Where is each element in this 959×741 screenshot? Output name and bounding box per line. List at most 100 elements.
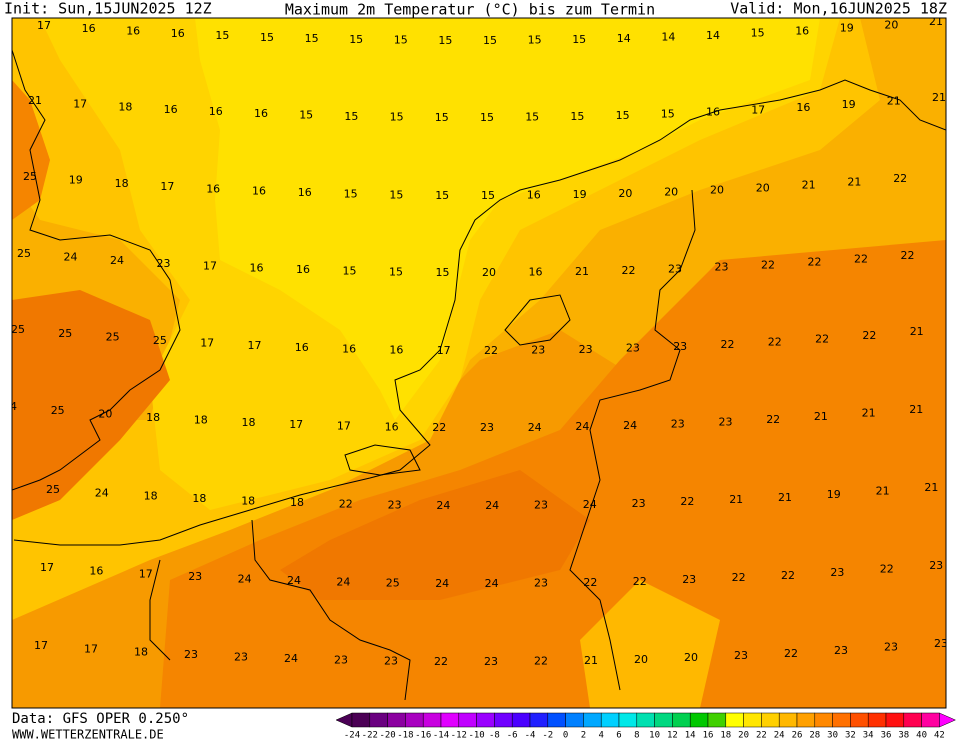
temperature-value: 20 <box>618 187 632 200</box>
temperature-value: 23 <box>534 577 548 590</box>
temperature-value: 18 <box>192 492 206 505</box>
legend-tick-label: 26 <box>792 731 803 741</box>
temperature-value: 20 <box>664 185 678 198</box>
temperature-value: 15 <box>483 34 497 47</box>
temperature-value: 17 <box>139 567 153 580</box>
temperature-value: 15 <box>480 111 494 124</box>
temperature-value: 19 <box>573 188 587 201</box>
temperature-value: 22 <box>534 655 548 668</box>
legend-swatch <box>654 712 673 728</box>
legend-swatch <box>885 712 905 728</box>
temperature-value: 23 <box>671 417 685 430</box>
temperature-value: 23 <box>632 497 646 510</box>
legend-tick-label: 18 <box>720 731 731 741</box>
legend-tick-label: -16 <box>415 731 431 741</box>
temperature-value: 21 <box>814 410 828 423</box>
temperature-value: 23 <box>715 261 729 274</box>
temperature-value: 21 <box>847 175 861 188</box>
temperature-value: 24 <box>238 572 252 585</box>
temperature-value: 17 <box>160 180 174 193</box>
legend-swatch <box>405 712 424 728</box>
legend-tick-label: 12 <box>667 731 678 741</box>
temperature-value: 24 <box>64 251 78 264</box>
temperature-value: 15 <box>394 34 408 47</box>
temperature-value: 15 <box>260 31 274 44</box>
legend-tick-label: 30 <box>827 731 838 741</box>
legend-swatch <box>351 712 371 728</box>
temperature-value: 16 <box>796 101 810 114</box>
temperature-value: 23 <box>157 257 171 270</box>
temperature-value: 15 <box>570 110 584 123</box>
temperature-value: 23 <box>734 649 748 662</box>
temperature-value: 19 <box>69 174 83 187</box>
temperature-value: 16 <box>706 106 720 119</box>
temperature-value: 23 <box>534 499 548 512</box>
temperature-value: 18 <box>194 414 208 427</box>
legend-tick-label: 2 <box>581 731 586 741</box>
temperature-value: 17 <box>40 561 54 574</box>
legend-swatch <box>529 712 549 728</box>
temperature-value: 22 <box>808 256 822 269</box>
temperature-value: 15 <box>305 32 319 45</box>
temperature-value: 15 <box>661 107 675 120</box>
temperature-value: 23 <box>668 262 682 275</box>
temperature-value: 14 <box>706 29 720 42</box>
legend-tick-label: 32 <box>845 731 856 741</box>
valid-text: Valid: Mon,16JUN2025 18Z <box>730 0 947 18</box>
legend-swatch <box>618 712 638 728</box>
temperature-value: 15 <box>616 109 630 122</box>
temperature-value: 23 <box>334 653 348 666</box>
temperature-value: 18 <box>144 489 158 502</box>
temperature-value: 23 <box>626 342 640 355</box>
legend-tick-label: 4 <box>598 731 603 741</box>
temperature-value: 16 <box>295 341 309 354</box>
temperature-value: 22 <box>432 421 446 434</box>
temperature-value: 19 <box>827 488 841 501</box>
temperature-value: 15 <box>349 33 363 46</box>
temperature-value: 16 <box>209 105 223 118</box>
temperature-value: 15 <box>525 111 539 124</box>
legend-swatch <box>743 712 762 728</box>
temperature-value: 24 <box>336 575 350 588</box>
temperature-value: 15 <box>436 266 450 279</box>
legend-tick-label: -4 <box>525 731 536 741</box>
temperature-value: 15 <box>299 109 313 122</box>
temperature-value: 15 <box>435 111 449 124</box>
temperature-value: 22 <box>633 575 647 588</box>
temperature-value: 25 <box>153 334 167 347</box>
legend-swatch <box>494 712 513 728</box>
legend-tick-label: -2 <box>542 731 553 741</box>
temperature-value: 22 <box>434 655 448 668</box>
legend-tick-label: 6 <box>616 731 621 741</box>
temperature-value: 23 <box>929 559 943 572</box>
legend-tick-label: -6 <box>507 731 518 741</box>
legend-swatch <box>796 712 816 728</box>
temperature-value: 15 <box>572 33 586 46</box>
legend-swatch <box>707 712 727 728</box>
legend-swatch <box>583 712 602 728</box>
temperature-value: 24 <box>3 400 17 413</box>
legend-swatch <box>387 712 406 728</box>
temperature-value: 16 <box>164 103 178 116</box>
temperature-value: 22 <box>901 249 915 262</box>
map-frame <box>11 17 947 709</box>
temperature-value: 21 <box>729 493 743 506</box>
temperature-value: 23 <box>484 655 498 668</box>
temperature-value: 22 <box>339 497 353 510</box>
temperature-value: 24 <box>435 577 449 590</box>
legend-tick-label: -10 <box>468 731 484 741</box>
legend-tick-label: -8 <box>489 731 500 741</box>
temperature-value: 16 <box>342 342 356 355</box>
temperature-value: 17 <box>84 642 98 655</box>
legend-tick-label: 36 <box>881 731 892 741</box>
temperature-value: 15 <box>435 189 449 202</box>
temperature-value: 24 <box>284 652 298 665</box>
temperature-value: 23 <box>884 641 898 654</box>
temperature-value: 21 <box>929 15 943 28</box>
site-name: WWW.WETTERZENTRALE.DE <box>12 728 164 741</box>
legend-tick-label: 28 <box>809 731 820 741</box>
legend-swatch <box>565 712 584 728</box>
legend-tick-label: 14 <box>685 731 696 741</box>
temperature-value: 23 <box>184 648 198 661</box>
